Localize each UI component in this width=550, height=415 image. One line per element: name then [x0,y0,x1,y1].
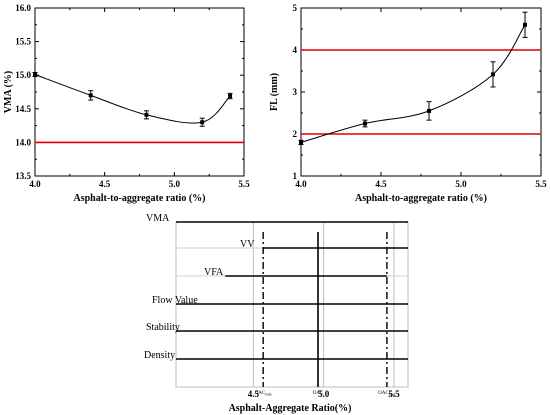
oac-label: OAC [313,391,324,396]
y-tick-label: 3 [293,87,298,97]
vma-chart: 4.0 4.5 5.0 5.5 13.5 14.0 14.5 15.0 15.5 16.0 Asph… [3,3,250,204]
x-tick-label: 5.0 [455,179,467,189]
data-point [299,140,303,145]
x-tick-label: 5.5 [238,179,250,189]
row-label: VV [240,239,255,250]
y-tick-label: 16.0 [15,3,31,13]
y-tick-label: 14.0 [15,137,31,147]
y-tick-label: 1 [293,171,298,181]
data-point [363,121,367,126]
x-tick-label: 4.5 [248,389,260,399]
y-tick-label: 5 [293,3,298,13]
x-axis-title: Asphalt-to-aggregate ratio (%) [355,193,487,204]
data-point [491,72,495,77]
oac-label: OACmin [255,391,272,397]
x-tick-label: 5.0 [318,389,330,399]
x-tick-label: 4.0 [295,179,307,189]
oac-label: OACmax [378,391,395,397]
y-tick-label: 4 [293,45,298,55]
x-tick-label: 4.0 [29,179,41,189]
oac-range-chart: 4.5 5.0 5.5 VMA VV VFA Flow Value Stability Dens… [144,213,409,414]
x-tick-label: 4.5 [99,179,111,189]
y-axis-title: VMA (%) [3,71,14,114]
flow-chart: 4.0 4.5 5.0 5.5 1 2 3 4 5 Asphalt-to-aggregate ra… [269,3,547,204]
y-tick-label: 15.5 [15,37,31,47]
x-tick-label: 5.5 [535,179,547,189]
y-tick-label: 14.5 [15,104,31,114]
data-point [88,93,93,98]
row-label: Stability [146,322,180,333]
data-point [427,108,431,113]
x-axis-title: Asphalt-to-aggregate ratio (%) [73,193,205,204]
y-tick-label: 13.5 [15,171,31,181]
data-point [33,72,37,77]
y-axis-title: FL (mm) [269,73,280,111]
data-point [228,94,233,99]
row-label: Density [144,350,175,361]
y-tick-label: 2 [293,129,298,139]
data-point [523,22,527,27]
row-label: VFA [204,267,224,278]
row-label: VMA [146,213,170,224]
data-point [200,120,205,125]
x-tick-label: 4.5 [375,179,387,189]
x-axis-title: Asphalt-Aggregate Ratio(%) [229,403,352,414]
x-tick-label: 5.5 [388,389,400,399]
row-label: Flow Value [152,295,198,306]
y-tick-label: 15.0 [15,70,31,80]
data-point [144,112,149,117]
x-tick-label: 5.0 [169,179,181,189]
